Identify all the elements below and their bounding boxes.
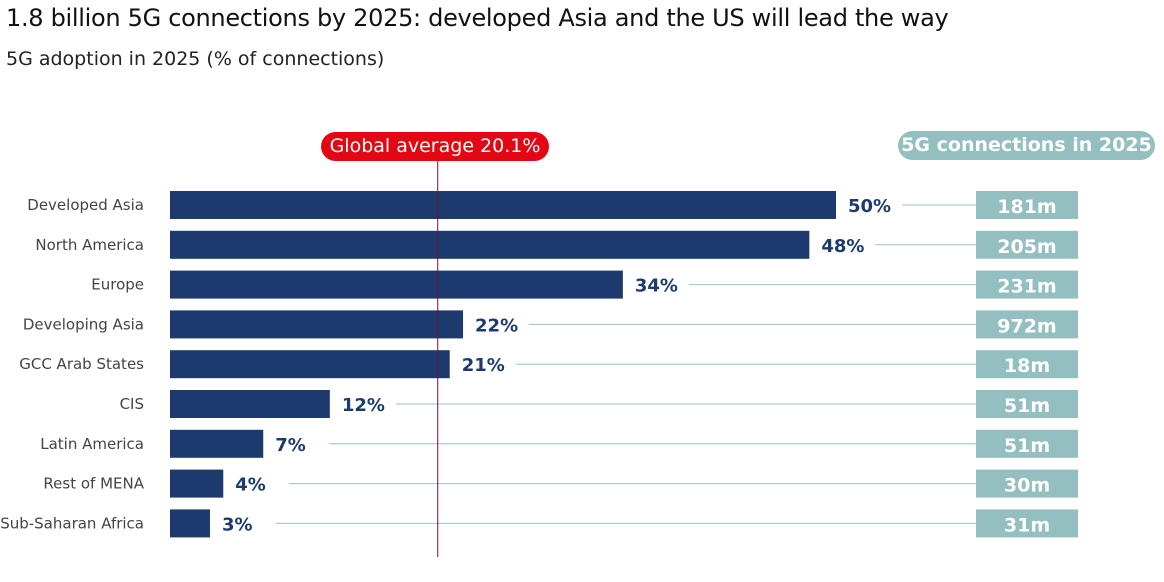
bar (170, 270, 623, 299)
category-label: Rest of MENA (43, 475, 144, 493)
value-label: 34% (635, 276, 678, 297)
connections-value: 30m (1004, 475, 1050, 497)
global-average-label: Global average 20.1% (321, 132, 549, 161)
connections-box (976, 191, 1078, 219)
chart-title: 1.8 billion 5G connections by 2025: deve… (6, 4, 949, 32)
connections-value: 18m (1004, 355, 1050, 377)
bar (170, 429, 264, 458)
connections-box (976, 390, 1078, 418)
value-label: 12% (342, 395, 385, 416)
connections-value: 31m (1004, 514, 1050, 536)
connections-value: 181m (997, 196, 1056, 218)
category-label: Europe (91, 276, 144, 294)
category-label: GCC Arab States (19, 355, 144, 373)
connections-value: 51m (1004, 395, 1050, 417)
bar (170, 509, 210, 538)
bar (170, 191, 836, 219)
value-label: 50% (848, 196, 891, 217)
connections-box (976, 310, 1078, 339)
category-label: Sub-Saharan Africa (0, 514, 144, 532)
category-label: North America (35, 236, 144, 254)
bar (170, 350, 450, 379)
bar (170, 310, 464, 339)
connections-box (976, 350, 1078, 379)
value-label: 7% (275, 435, 306, 456)
value-label: 21% (462, 355, 505, 376)
connections-value: 51m (1004, 435, 1050, 457)
connections-value: 231m (997, 276, 1056, 298)
value-label: 4% (235, 475, 266, 496)
bar (170, 230, 810, 259)
connections-value: 205m (997, 236, 1056, 258)
connections-header: 5G connections in 2025 (898, 131, 1155, 160)
chart-subtitle: 5G adoption in 2025 (% of connections) (6, 48, 385, 70)
category-label: CIS (120, 395, 144, 413)
connections-box (976, 230, 1078, 259)
category-label: Latin America (40, 435, 144, 453)
category-label: Developing Asia (23, 315, 144, 333)
connections-value: 972m (997, 315, 1056, 337)
category-label: Developed Asia (27, 196, 144, 214)
bar (170, 469, 224, 498)
value-label: 48% (821, 236, 864, 257)
bar (170, 390, 330, 418)
connections-box (976, 509, 1078, 538)
value-label: 22% (475, 315, 518, 336)
connections-box (976, 429, 1078, 458)
connections-box (976, 469, 1078, 498)
value-label: 3% (222, 514, 253, 535)
connections-box (976, 270, 1078, 299)
